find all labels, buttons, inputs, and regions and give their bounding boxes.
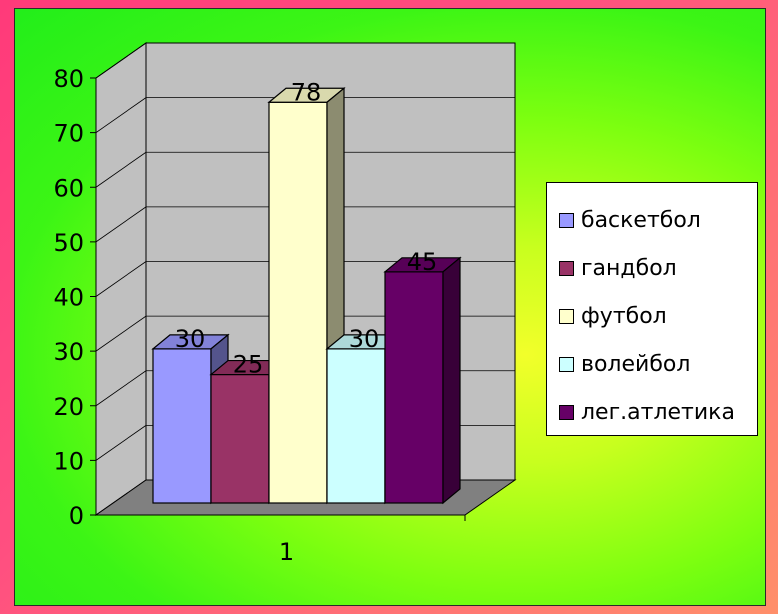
data-label: 45 xyxy=(407,248,438,276)
legend-label: баскетбол xyxy=(581,207,701,233)
legend-swatch xyxy=(559,356,574,372)
legend-label: гандбол xyxy=(581,255,677,281)
legend-label: лег.атлетика xyxy=(581,399,735,425)
legend-swatch xyxy=(559,260,574,276)
gridline xyxy=(95,261,147,297)
gridline xyxy=(95,425,147,461)
y-tick-label: 30 xyxy=(53,338,84,366)
bar-front xyxy=(268,101,328,504)
gridline xyxy=(95,97,147,133)
bar-chart-3d: 0 10 20 30 40 50 60 70 80 1 30 25 78 30 45 xyxy=(53,42,517,566)
legend-item: баскетбол xyxy=(559,206,701,234)
bar-side xyxy=(442,256,461,505)
gridline xyxy=(95,370,147,407)
gridline xyxy=(95,151,147,188)
legend-swatch xyxy=(559,308,574,324)
bar-front xyxy=(152,348,212,504)
data-label: 78 xyxy=(291,78,322,106)
y-tick-label: 10 xyxy=(53,447,84,475)
y-tick-label: 40 xyxy=(53,284,84,312)
bar-5 xyxy=(383,256,462,505)
y-tick-label: 0 xyxy=(69,502,84,530)
slide-background: 0 10 20 30 40 50 60 70 80 1 30 25 78 30 45 баскетбол… xyxy=(14,8,766,606)
gridline xyxy=(95,206,147,243)
legend-swatch xyxy=(559,404,574,420)
legend-label: волейбол xyxy=(581,351,691,377)
legend-item: футбол xyxy=(559,302,667,330)
gridline xyxy=(95,42,147,79)
gridline xyxy=(95,315,147,352)
y-tick-label: 20 xyxy=(53,393,84,421)
y-tick-label: 60 xyxy=(53,174,84,202)
bar-front xyxy=(210,373,270,504)
legend: баскетбол гандбол футбол волейбол лег.атлети… xyxy=(546,182,758,436)
legend-item: волейбол xyxy=(559,350,690,378)
y-tick-label: 70 xyxy=(53,120,84,148)
data-label: 30 xyxy=(349,325,380,353)
data-label: 30 xyxy=(175,325,206,353)
bar-front xyxy=(384,271,444,504)
legend-label: футбол xyxy=(581,303,667,329)
legend-swatch xyxy=(559,212,574,228)
y-tick-label: 80 xyxy=(53,65,84,93)
legend-item: гандбол xyxy=(559,254,677,282)
bar-front xyxy=(326,348,386,504)
data-label: 25 xyxy=(233,351,264,379)
y-tick-label: 50 xyxy=(53,229,84,257)
x-axis-tick-labels: 1 xyxy=(279,538,294,566)
bars xyxy=(151,87,462,505)
x-tick-label: 1 xyxy=(279,538,294,566)
data-labels: 30 25 78 30 45 xyxy=(175,78,438,378)
legend-item: лег.атлетика xyxy=(559,398,735,426)
axes xyxy=(90,77,466,521)
y-axis-tick-labels: 0 10 20 30 40 50 60 70 80 xyxy=(53,65,84,530)
